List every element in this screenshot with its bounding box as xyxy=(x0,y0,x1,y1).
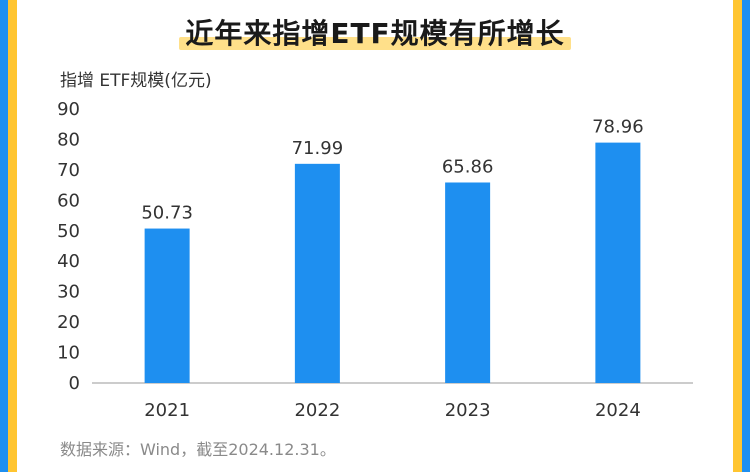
data-label: 65.86 xyxy=(442,156,494,177)
title-highlight xyxy=(179,37,571,50)
chart-title-text: 近年来指增ETF规模有所增长 xyxy=(185,17,565,50)
y-tick-label: 50 xyxy=(57,221,80,242)
y-tick-label: 10 xyxy=(57,343,80,364)
y-tick-label: 90 xyxy=(57,99,80,120)
right-frame-border xyxy=(733,0,750,472)
bar-2021 xyxy=(144,228,190,383)
bar-2024 xyxy=(595,142,641,383)
bar-2022 xyxy=(294,163,340,383)
data-label: 50.73 xyxy=(141,203,193,224)
data-label: 78.96 xyxy=(592,117,644,138)
data-label: 71.99 xyxy=(292,138,344,159)
title-container: 近年来指增ETF规模有所增长 xyxy=(0,12,750,52)
y-axis-label: 指增 ETF规模(亿元) xyxy=(60,71,212,91)
y-tick-label: 70 xyxy=(57,160,80,181)
x-tick-label: 2021 xyxy=(144,400,190,421)
y-tick-label: 0 xyxy=(69,373,80,394)
y-tick-label: 80 xyxy=(57,129,80,150)
y-tick-label: 20 xyxy=(57,312,80,333)
source-note: 数据来源：Wind，截至2024.12.31。 xyxy=(60,440,336,459)
chart-title: 近年来指增ETF规模有所增长 xyxy=(179,12,571,52)
x-tick-label: 2022 xyxy=(294,400,340,421)
x-tick-label: 2023 xyxy=(445,400,491,421)
y-tick-label: 60 xyxy=(57,190,80,211)
y-tick-label: 30 xyxy=(57,282,80,303)
left-frame-border xyxy=(0,0,17,472)
y-tick-label: 40 xyxy=(57,251,80,272)
bar-2023 xyxy=(445,182,491,383)
x-tick-label: 2024 xyxy=(595,400,641,421)
